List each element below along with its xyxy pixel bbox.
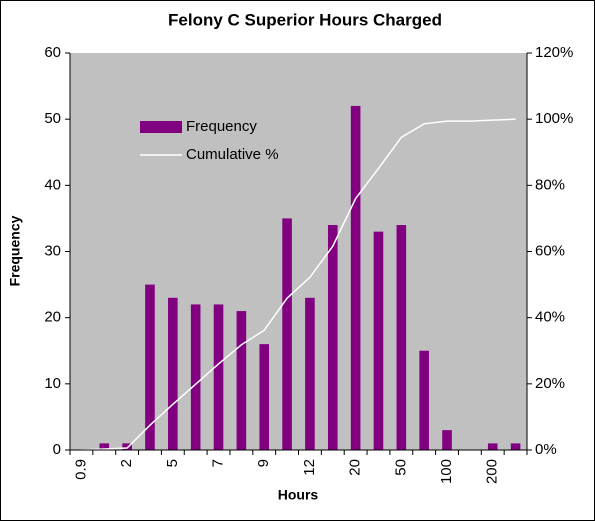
bar: [99, 443, 110, 450]
bar: [236, 311, 247, 450]
y2-tick-label: 80%: [535, 176, 565, 193]
plot-area: [70, 53, 527, 450]
bar: [510, 443, 521, 450]
x-tick-label: 200: [484, 459, 501, 484]
y-tick-label: 40: [44, 176, 61, 193]
y-axis-label: Frequency: [7, 215, 23, 286]
x-tick-label: 20: [347, 459, 364, 476]
chart-title: Felony C Superior Hours Charged: [168, 10, 442, 29]
bar: [259, 344, 270, 450]
y-tick-label: 0: [53, 441, 61, 458]
bar: [282, 218, 292, 450]
bar: [168, 297, 178, 450]
bar: [442, 430, 452, 450]
x-tick-label: 7: [209, 459, 226, 467]
y2-tick-label: 100%: [535, 110, 573, 127]
bar: [327, 225, 338, 450]
x-tick-label: 9: [255, 459, 272, 467]
x-tick-label: 0.9: [72, 459, 89, 480]
bar: [350, 105, 361, 450]
x-tick-label: 50: [392, 459, 409, 476]
y-tick-label: 20: [44, 309, 61, 326]
x-tick-label: 2: [118, 459, 135, 467]
bar: [305, 297, 315, 450]
y2-tick-label: 20%: [535, 375, 565, 392]
y-tick-label: 30: [44, 242, 61, 259]
x-tick-label: 5: [164, 459, 181, 467]
bar: [122, 443, 132, 450]
y2-tick-label: 60%: [535, 242, 565, 259]
x-tick-label: 12: [301, 459, 318, 476]
bar: [213, 304, 224, 450]
bar: [190, 304, 201, 450]
legend-label: Cumulative %: [186, 146, 279, 163]
legend-label: Frequency: [186, 118, 257, 135]
y-tick-label: 50: [44, 110, 61, 127]
x-axis-label: Hours: [278, 487, 319, 503]
y2-tick-label: 40%: [535, 309, 565, 326]
bar: [419, 350, 429, 450]
y-tick-label: 60: [44, 44, 61, 61]
y2-tick-label: 0%: [535, 441, 557, 458]
bar: [145, 284, 155, 450]
y2-tick-label: 120%: [535, 44, 573, 61]
bar: [487, 443, 498, 450]
legend-swatch: [140, 121, 182, 133]
bar: [396, 225, 407, 450]
bar: [373, 231, 384, 450]
x-tick-label: 100: [438, 459, 455, 484]
line: [81, 118, 516, 451]
y-tick-label: 10: [44, 375, 61, 392]
